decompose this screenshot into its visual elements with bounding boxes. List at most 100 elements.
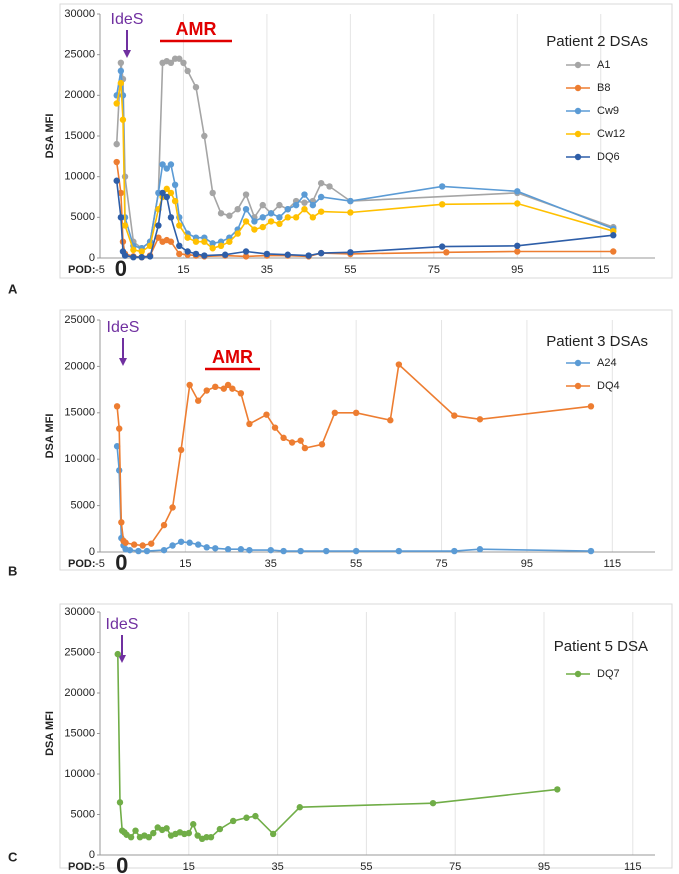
data-point [387, 417, 394, 424]
data-point [221, 251, 229, 258]
series-line [115, 57, 614, 250]
y-axis-label: DSA MFI [44, 414, 56, 459]
data-point [242, 253, 250, 260]
data-point [155, 234, 162, 241]
data-point [284, 214, 291, 221]
data-point [209, 189, 216, 197]
data-point [230, 817, 237, 825]
series-line [117, 654, 558, 840]
data-point [130, 253, 137, 261]
ides-annotation: IdeS [106, 616, 139, 633]
data-point [116, 799, 124, 806]
data-point [443, 249, 450, 256]
panel-frame [59, 603, 673, 869]
y-tick-label: 30000 [64, 8, 95, 20]
data-point [176, 250, 183, 258]
data-point [284, 251, 291, 258]
x-axis-label: POD: [68, 264, 96, 276]
legend-marker [574, 153, 582, 161]
data-point [251, 226, 258, 233]
series-line [115, 82, 614, 253]
data-point [259, 201, 266, 209]
data-point [554, 786, 561, 793]
data-point [113, 443, 121, 450]
data-point [113, 158, 120, 166]
data-point [163, 193, 170, 201]
data-point [177, 538, 185, 545]
data-point [309, 201, 317, 209]
data-point [284, 206, 291, 213]
ides-annotation: IdeS [111, 11, 144, 28]
data-point [201, 132, 208, 140]
data-point [280, 547, 287, 555]
legend-label: A1 [597, 59, 610, 71]
legend-marker [574, 84, 582, 92]
data-point [209, 245, 216, 252]
y-axis-label: DSA MFI [44, 114, 56, 159]
data-point [263, 250, 271, 258]
data-point [246, 546, 253, 554]
data-point [185, 829, 192, 837]
data-point [276, 220, 283, 228]
data-point [121, 222, 129, 229]
data-point [184, 248, 191, 255]
data-point [194, 832, 201, 839]
data-point [209, 240, 216, 247]
data-point [203, 833, 210, 841]
data-point [326, 183, 333, 190]
data-point [267, 546, 274, 554]
data-point [234, 230, 241, 237]
data-point [176, 242, 183, 249]
data-point [163, 165, 170, 172]
data-point [119, 116, 127, 123]
data-point [288, 439, 296, 446]
x-tick-label: -5 [95, 264, 105, 276]
data-point [184, 234, 191, 241]
data-point [117, 67, 125, 75]
y-tick-label: 25000 [64, 49, 95, 61]
panel-letter: A [8, 281, 18, 296]
data-point [192, 84, 200, 91]
y-tick-label: 20000 [64, 89, 95, 101]
data-point [121, 252, 129, 259]
data-point [317, 249, 325, 257]
data-point [160, 521, 168, 529]
y-tick-label: 15000 [64, 727, 95, 739]
x-axis-label: POD: [68, 558, 96, 570]
data-point [317, 208, 325, 215]
data-point [237, 546, 245, 553]
data-point [476, 416, 484, 423]
data-point [148, 540, 155, 547]
data-point [117, 214, 125, 221]
data-point [271, 424, 279, 431]
panel-frame [59, 3, 673, 279]
data-point [301, 199, 308, 206]
zero-label: 0 [115, 550, 127, 575]
chart-title: Patient 2 DSAs [546, 33, 648, 50]
legend-label: DQ6 [597, 151, 620, 163]
legend-label: A24 [597, 357, 617, 369]
data-point [113, 177, 120, 184]
data-point [301, 191, 308, 198]
data-point [155, 222, 162, 229]
zero-label: 0 [116, 853, 128, 874]
data-point [160, 546, 168, 554]
data-point [242, 248, 250, 255]
x-tick-label: -5 [95, 558, 105, 570]
data-point [117, 59, 125, 66]
data-point [138, 248, 145, 255]
data-point [226, 212, 233, 219]
ides-annotation: IdeS [107, 319, 140, 336]
amr-annotation: AMR [176, 19, 217, 39]
series-line [115, 180, 614, 258]
data-point [167, 59, 175, 66]
data-point [130, 541, 138, 548]
legend-label: Cw12 [597, 128, 625, 140]
data-point [143, 547, 151, 555]
data-point [610, 232, 617, 239]
panel-letter: B [8, 563, 17, 578]
data-point [438, 243, 446, 250]
data-point [587, 403, 595, 410]
data-point [429, 799, 437, 807]
data-point [451, 547, 458, 555]
